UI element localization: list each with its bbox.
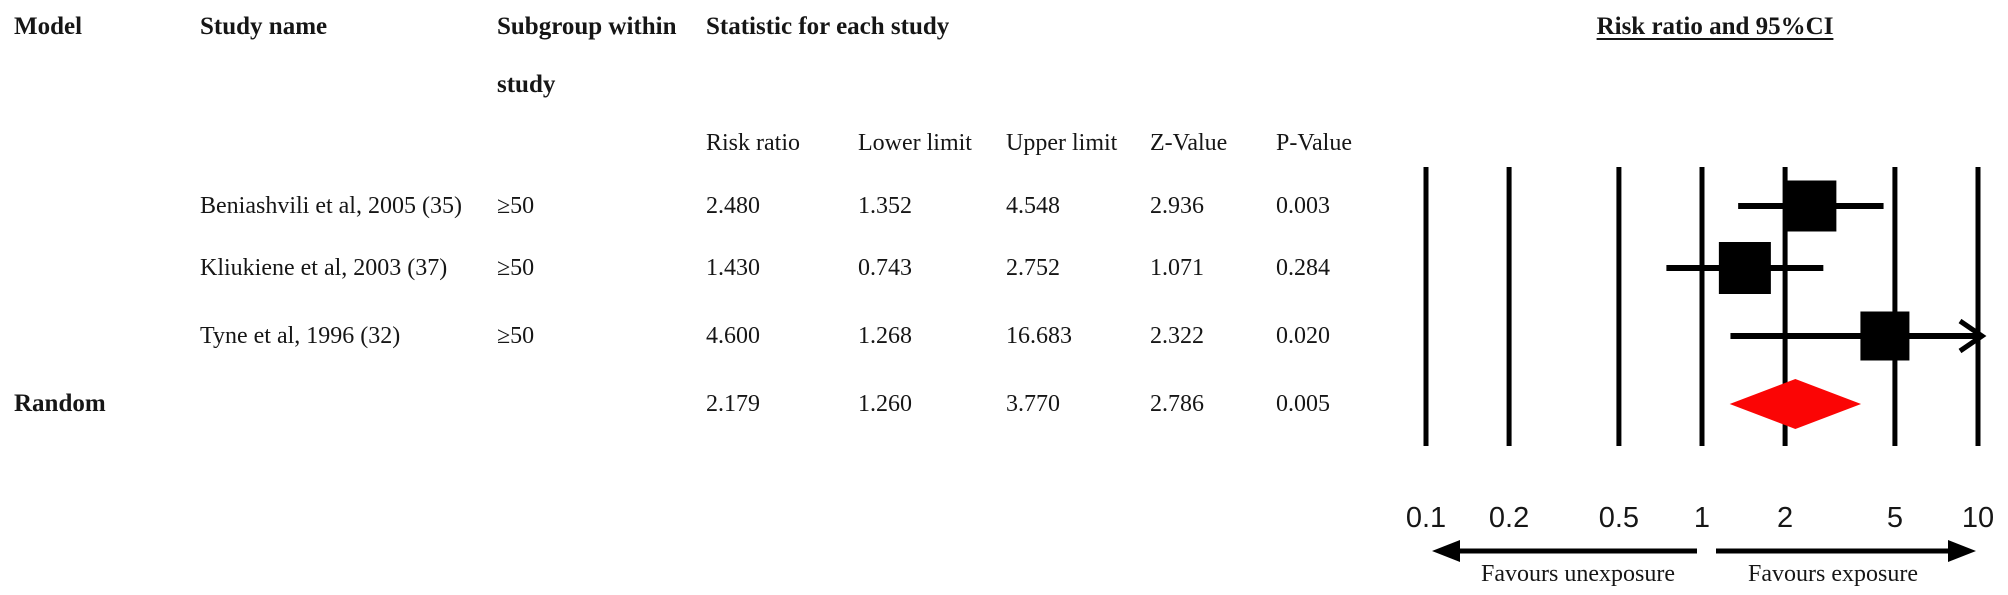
favours-exposure-label: Favours exposure: [1748, 561, 1918, 587]
col-header-study-name: Study name: [200, 13, 328, 40]
col-header-subgroup-line1: Subgroup within: [497, 13, 677, 40]
summary-model-cell: Random: [14, 390, 106, 417]
summary-diamond: [1729, 379, 1862, 429]
subgroup-cell: ≥50: [497, 323, 535, 349]
z-value-cell: 2.322: [1150, 323, 1204, 349]
lower-limit-cell: 0.743: [858, 255, 912, 281]
ci-clip-arrowhead-icon: [1958, 318, 1987, 354]
col-header-subgroup-line2: study: [497, 71, 556, 98]
p-value-cell: 0.284: [1276, 255, 1330, 281]
axis-tick-label: 0.5: [1598, 502, 1640, 534]
col-header-lower-limit: Lower limit: [858, 130, 972, 156]
p-value-cell: 0.005: [1276, 391, 1330, 417]
axis-tick-label: 0.2: [1488, 502, 1530, 534]
upper-limit-cell: 2.752: [1006, 255, 1060, 281]
study-name-cell: Beniashvili et al, 2005 (35): [200, 193, 462, 219]
study-weight-square: [1860, 311, 1910, 361]
z-value-cell: 1.071: [1150, 255, 1204, 281]
lower-limit-cell: 1.268: [858, 323, 912, 349]
risk-ratio-cell: 4.600: [706, 323, 760, 349]
col-header-risk-ratio: Risk ratio: [706, 130, 800, 156]
lower-limit-cell: 1.260: [858, 391, 912, 417]
upper-limit-cell: 4.548: [1006, 193, 1060, 219]
z-value-cell: 2.786: [1150, 391, 1204, 417]
risk-ratio-cell: 2.480: [706, 193, 760, 219]
col-header-upper-limit: Upper limit: [1006, 130, 1118, 156]
study-name-cell: Kliukiene et al, 2003 (37): [200, 255, 448, 281]
axis-tick-label: 10: [1961, 502, 1995, 534]
risk-ratio-cell: 1.430: [706, 255, 760, 281]
axis-tick-label: 0.1: [1405, 502, 1447, 534]
z-value-cell: 2.936: [1150, 193, 1204, 219]
col-header-model: Model: [14, 13, 83, 40]
p-value-cell: 0.003: [1276, 193, 1330, 219]
axis-tick-label: 5: [1886, 502, 1903, 534]
col-header-statistic: Statistic for each study: [706, 13, 950, 40]
favours-right-arrowhead-icon: [1948, 540, 1976, 562]
study-weight-square: [1785, 180, 1837, 232]
plot-title: Risk ratio and 95%CI: [1596, 13, 1834, 40]
lower-limit-cell: 1.352: [858, 193, 912, 219]
upper-limit-cell: 16.683: [1006, 323, 1072, 349]
axis-tick-label: 1: [1693, 502, 1711, 534]
favours-unexposure-label: Favours unexposure: [1481, 561, 1675, 587]
col-header-p-value: P-Value: [1276, 130, 1352, 156]
p-value-cell: 0.020: [1276, 323, 1330, 349]
study-weight-square: [1718, 242, 1771, 294]
favours-left-arrowhead-icon: [1432, 540, 1460, 562]
axis-tick-label: 2: [1777, 502, 1794, 534]
study-name-cell: Tyne et al, 1996 (32): [200, 323, 401, 349]
upper-limit-cell: 3.770: [1006, 391, 1060, 417]
col-header-z-value: Z-Value: [1150, 130, 1228, 156]
subgroup-cell: ≥50: [497, 255, 535, 281]
subgroup-cell: ≥50: [497, 193, 535, 219]
risk-ratio-cell: 2.179: [706, 391, 760, 417]
